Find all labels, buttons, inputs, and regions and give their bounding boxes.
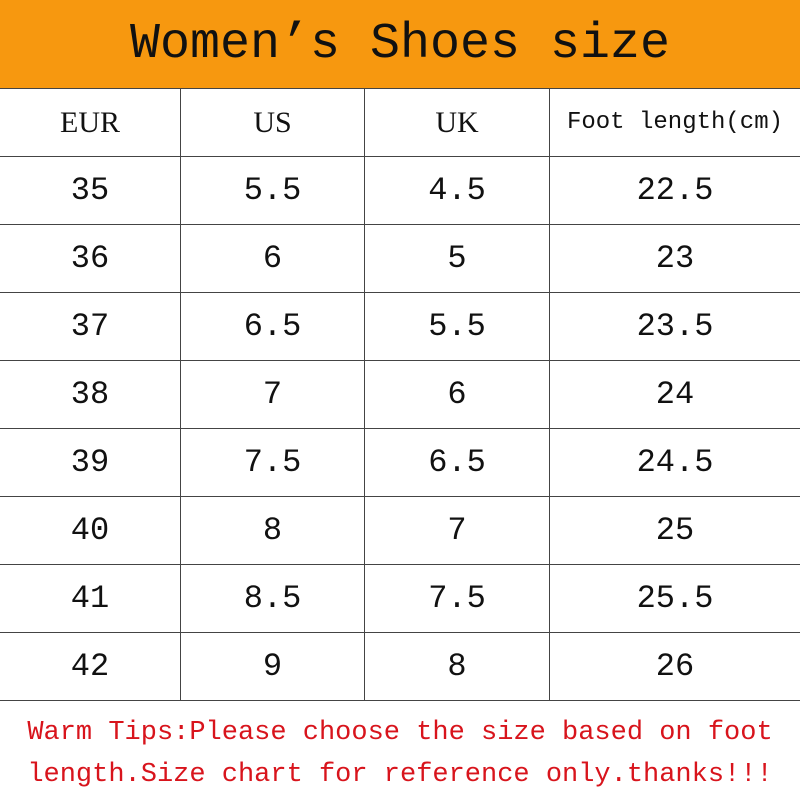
- cell-foot-length: 25.5: [549, 564, 800, 633]
- cell-us: 7.5: [180, 428, 365, 497]
- tips-line-1: Warm Tips:Please choose the size based o…: [27, 718, 773, 748]
- tips-line-2: length.Size chart for reference only.tha…: [27, 760, 773, 790]
- cell-uk: 8: [364, 632, 550, 701]
- header-eur: EUR: [0, 88, 181, 157]
- cell-us: 7: [180, 360, 365, 429]
- header-us: US: [180, 88, 365, 157]
- table-row: 40 8 7 25: [0, 496, 800, 565]
- table-row: 39 7.5 6.5 24.5: [0, 428, 800, 497]
- cell-eur: 38: [0, 360, 181, 429]
- cell-eur: 35: [0, 156, 181, 225]
- cell-foot-length: 23: [549, 224, 800, 293]
- cell-uk: 5: [364, 224, 550, 293]
- cell-foot-length: 24.5: [549, 428, 800, 497]
- cell-eur: 42: [0, 632, 181, 701]
- cell-uk: 7: [364, 496, 550, 565]
- table-row: 42 9 8 26: [0, 632, 800, 701]
- cell-eur: 40: [0, 496, 181, 565]
- cell-us: 9: [180, 632, 365, 701]
- table-row: 35 5.5 4.5 22.5: [0, 156, 800, 225]
- cell-foot-length: 22.5: [549, 156, 800, 225]
- cell-us: 8: [180, 496, 365, 565]
- cell-us: 8.5: [180, 564, 365, 633]
- cell-eur: 39: [0, 428, 181, 497]
- cell-foot-length: 25: [549, 496, 800, 565]
- table-row: 41 8.5 7.5 25.5: [0, 564, 800, 633]
- size-table: EUR US UK Foot length(cm) 35 5.5 4.5 22.5 36…: [0, 88, 800, 701]
- header-uk: UK: [364, 88, 550, 157]
- cell-uk: 7.5: [364, 564, 550, 633]
- table-header-row: EUR US UK Foot length(cm): [0, 88, 800, 157]
- cell-foot-length: 24: [549, 360, 800, 429]
- cell-eur: 41: [0, 564, 181, 633]
- cell-uk: 4.5: [364, 156, 550, 225]
- header-foot-length: Foot length(cm): [549, 88, 800, 157]
- table-row: 37 6.5 5.5 23.5: [0, 292, 800, 361]
- table-row: 38 7 6 24: [0, 360, 800, 429]
- cell-uk: 6.5: [364, 428, 550, 497]
- cell-foot-length: 23.5: [549, 292, 800, 361]
- cell-eur: 37: [0, 292, 181, 361]
- chart-title: Women’s Shoes size: [0, 0, 800, 88]
- cell-foot-length: 26: [549, 632, 800, 701]
- cell-eur: 36: [0, 224, 181, 293]
- cell-uk: 6: [364, 360, 550, 429]
- cell-us: 5.5: [180, 156, 365, 225]
- warm-tips: Warm Tips:Please choose the size based o…: [0, 712, 800, 796]
- cell-us: 6: [180, 224, 365, 293]
- cell-us: 6.5: [180, 292, 365, 361]
- table-row: 36 6 5 23: [0, 224, 800, 293]
- cell-uk: 5.5: [364, 292, 550, 361]
